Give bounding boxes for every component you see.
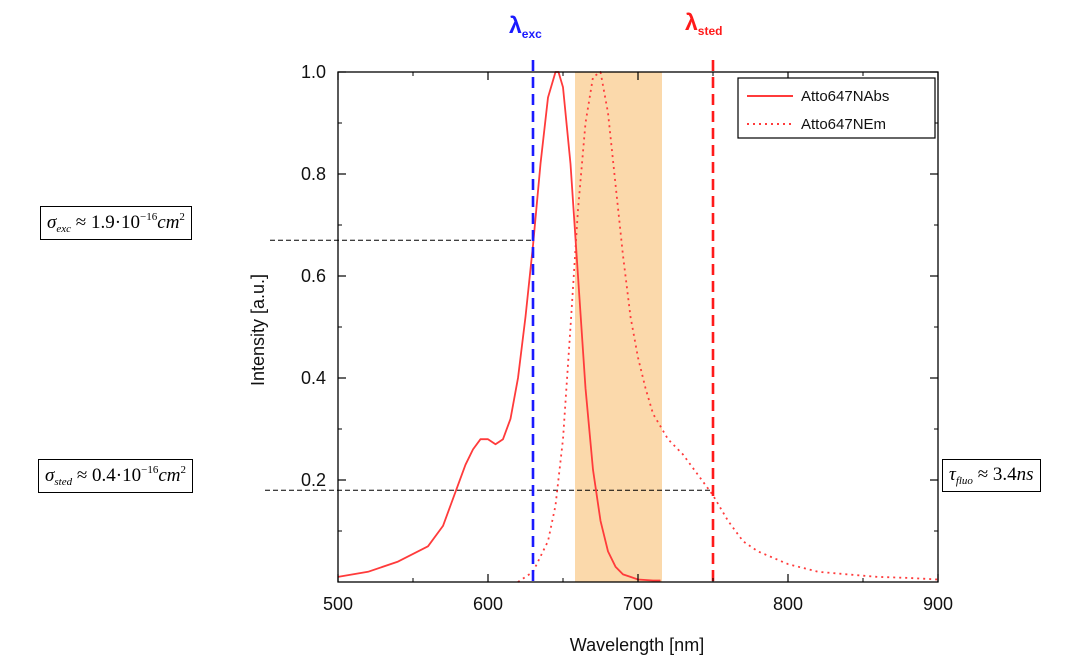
x-tick-label: 900: [923, 594, 953, 614]
legend-label-em: Atto647NEm: [801, 116, 886, 133]
tau-fluo-annotation: τfluo ≈ 3.4ns: [942, 459, 1041, 493]
lambda-lines: [531, 60, 715, 586]
series-line-atto647nabs: [337, 71, 661, 582]
y-tick-label: 1.0: [301, 62, 326, 82]
y-tick-label: 0.8: [301, 164, 326, 184]
series-line-atto647nem: [517, 71, 939, 583]
sigma-exc-annotation: σexc ≈ 1.9·10−16cm2: [40, 206, 192, 241]
x-tick-label: 700: [623, 594, 653, 614]
axis-ticks: 500 600 700 800 900 0.2 0.4 0.6 0.8 1.0: [301, 62, 953, 614]
plot-band: [575, 72, 662, 582]
sigma-sted-annotation: σsted ≈ 0.4·10−16cm2: [38, 459, 193, 494]
series-group: [337, 71, 939, 583]
y-tick-label: 0.6: [301, 266, 326, 286]
y-tick-label: 0.2: [301, 470, 326, 490]
x-tick-label: 500: [323, 594, 353, 614]
x-tick-label: 800: [773, 594, 803, 614]
y-axis-title: Intensity [a.u.]: [248, 274, 268, 386]
x-axis-title: Wavelength [nm]: [570, 635, 704, 655]
y-tick-label: 0.4: [301, 368, 326, 388]
x-tick-label: 600: [473, 594, 503, 614]
legend-label-abs: Atto647NAbs: [801, 88, 889, 105]
legend: Atto647NAbs Atto647NEm: [737, 77, 936, 139]
guide-hlines: [265, 239, 713, 491]
lambda-sted-label: λsted: [685, 9, 722, 38]
legend-box: [737, 77, 936, 139]
lambda-exc-label: λexc: [509, 12, 542, 41]
